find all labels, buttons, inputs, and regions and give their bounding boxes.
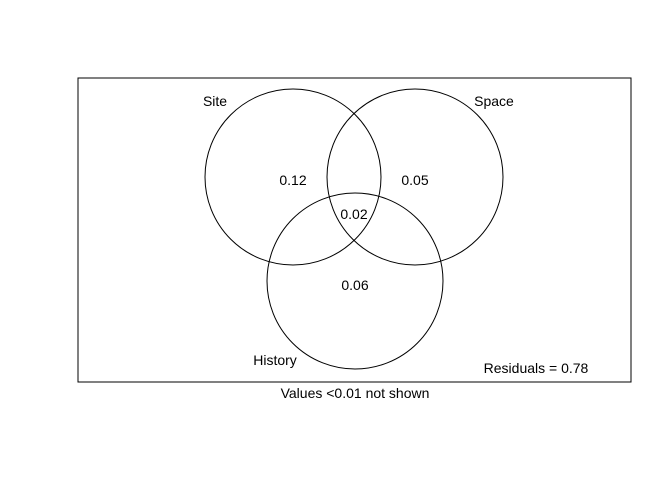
circle-history — [266, 192, 444, 370]
plot-frame — [77, 77, 632, 383]
set-label-site: Site — [203, 93, 227, 109]
region-value-history-only: 0.06 — [341, 277, 368, 293]
circle-site — [204, 88, 382, 266]
region-value-space-only: 0.05 — [401, 172, 428, 188]
circle-space — [326, 88, 504, 266]
region-value-all-three: 0.02 — [340, 206, 367, 222]
region-value-site-only: 0.12 — [279, 172, 306, 188]
set-label-history: History — [253, 352, 297, 368]
set-label-space: Space — [474, 93, 514, 109]
residuals-label: Residuals = 0.78 — [484, 360, 589, 376]
footnote: Values <0.01 not shown — [281, 385, 430, 401]
